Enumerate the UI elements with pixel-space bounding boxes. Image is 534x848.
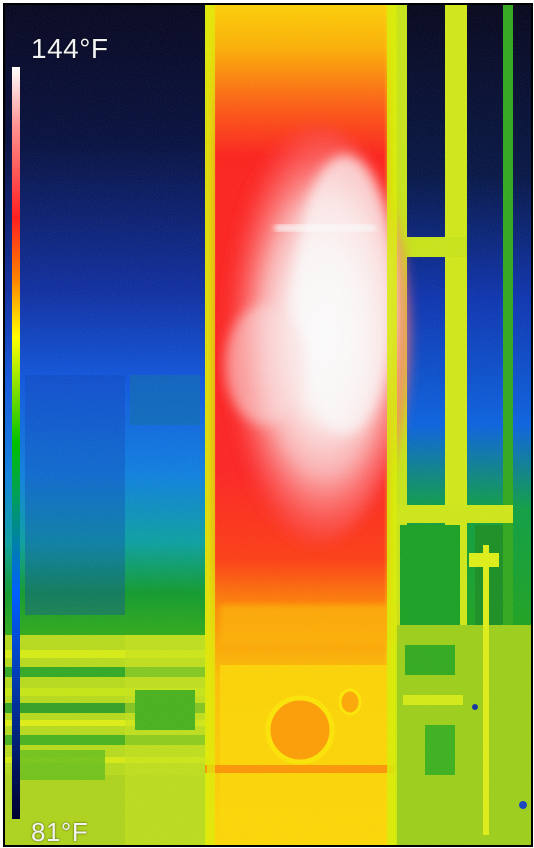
temperature-scale-bar bbox=[12, 67, 20, 819]
thermal-image bbox=[5, 5, 531, 845]
thermal-image-frame: 144°F 81°F bbox=[3, 3, 533, 847]
min-temperature-label: 81°F bbox=[31, 817, 89, 847]
max-temperature-label: 144°F bbox=[31, 33, 109, 64]
